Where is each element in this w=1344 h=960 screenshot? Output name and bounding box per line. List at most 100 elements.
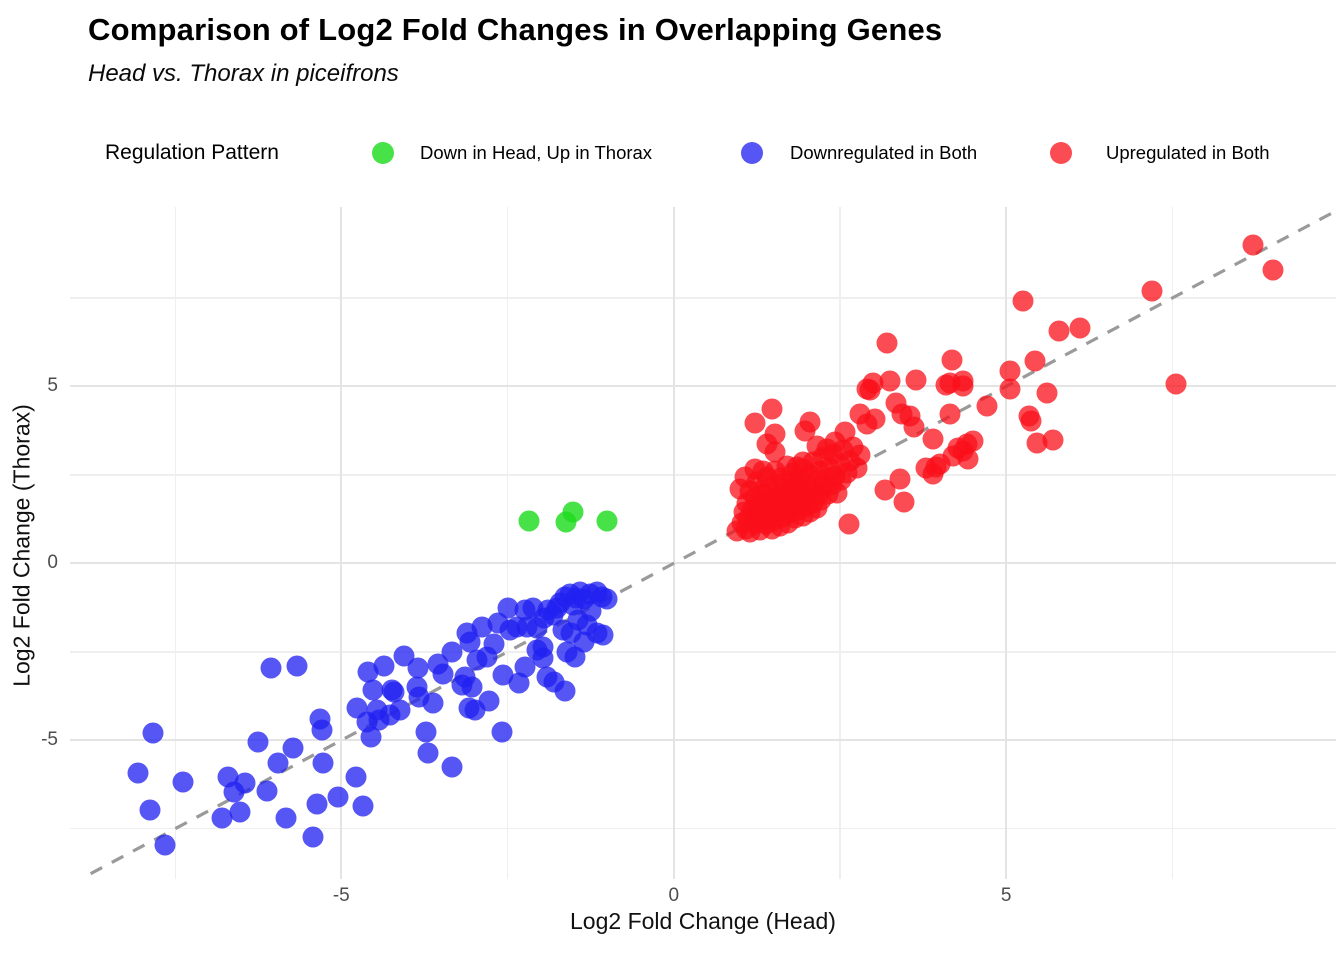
data-point (422, 692, 444, 714)
data-point (311, 719, 333, 741)
legend-item-label: Upregulated in Both (1106, 142, 1270, 163)
data-point (478, 690, 500, 712)
data-point (1242, 234, 1264, 255)
data-point (267, 752, 289, 774)
data-point (417, 742, 439, 764)
data-point (275, 807, 297, 829)
data-point (260, 657, 282, 679)
data-point (172, 771, 194, 793)
data-point (491, 721, 513, 743)
data-point (497, 597, 518, 619)
data-point (744, 412, 766, 434)
data-point (127, 762, 149, 784)
data-point (939, 403, 961, 425)
legend-key-dot (741, 142, 763, 164)
data-point (432, 663, 454, 685)
data-point (229, 801, 251, 823)
data-point (360, 726, 382, 748)
data-point (362, 679, 384, 701)
gridline-x-minor (174, 207, 176, 879)
data-point (889, 468, 911, 490)
data-point (1026, 432, 1048, 454)
data-point (327, 786, 349, 808)
data-point (459, 631, 481, 653)
y-axis-title: Log2 Fold Change (Thorax) (8, 404, 35, 687)
data-point (415, 721, 437, 743)
data-point (142, 722, 164, 744)
data-point (999, 360, 1021, 382)
data-point (879, 370, 901, 392)
data-point (483, 633, 505, 655)
data-point (441, 641, 463, 663)
legend: Regulation Pattern Down in Head, Up in T… (0, 136, 1344, 170)
data-point (874, 479, 896, 501)
data-point (893, 491, 915, 513)
data-point (282, 737, 304, 759)
gridline-y-minor (70, 828, 1336, 830)
data-point (357, 661, 379, 683)
data-point (1048, 320, 1070, 342)
y-tick-label: 0 (47, 552, 58, 574)
data-point (799, 411, 821, 433)
gridline-y-major (70, 562, 1336, 565)
data-point (838, 513, 860, 535)
data-point (915, 457, 937, 479)
data-point (562, 501, 584, 523)
data-point (306, 793, 328, 815)
data-point (1069, 317, 1091, 339)
legend-item-label: Down in Head, Up in Thorax (420, 142, 653, 163)
data-point (1036, 382, 1058, 404)
data-point (903, 416, 925, 438)
data-point (302, 826, 324, 848)
y-tick-label: -5 (41, 729, 58, 751)
gridline-x-minor (839, 207, 841, 879)
data-point (1262, 259, 1284, 281)
data-point (471, 616, 493, 638)
data-point (441, 756, 463, 778)
data-point (1141, 280, 1163, 302)
data-point (154, 834, 176, 856)
data-point (352, 795, 374, 817)
data-point (256, 780, 278, 802)
data-point (514, 656, 536, 678)
data-point (752, 460, 774, 482)
data-point (1012, 290, 1034, 312)
gridline-y-major (70, 739, 1336, 742)
data-point (492, 664, 514, 686)
legend-key-dot (1050, 142, 1072, 164)
data-point (596, 588, 618, 610)
data-point (1024, 350, 1046, 372)
data-point (764, 441, 786, 463)
data-point (139, 799, 161, 821)
data-point (234, 772, 256, 794)
data-point (761, 398, 783, 420)
data-point (345, 766, 367, 788)
data-point (941, 349, 963, 371)
data-point (211, 807, 233, 829)
gridline-y-minor (70, 651, 1336, 653)
data-point (407, 657, 429, 679)
data-point (383, 681, 405, 703)
data-point (389, 699, 411, 721)
data-point (286, 655, 308, 677)
data-point (596, 510, 618, 532)
x-tick-label: 5 (1000, 885, 1012, 906)
plot-panel (70, 207, 1336, 879)
data-point (312, 752, 334, 774)
data-point (876, 332, 898, 354)
data-point (518, 510, 540, 532)
x-axis-title: Log2 Fold Change (Head) (570, 908, 836, 934)
y-tick-label: 5 (47, 375, 58, 397)
data-point (764, 423, 786, 445)
data-point (1020, 410, 1042, 432)
data-point (849, 444, 871, 466)
chart-title: Comparison of Log2 Fold Changes in Overl… (88, 12, 943, 47)
data-point (952, 370, 974, 392)
data-point (532, 647, 554, 669)
data-point (922, 428, 944, 450)
gridline-y-minor (70, 474, 1336, 476)
legend-key-dot (372, 142, 394, 164)
data-point (905, 369, 927, 391)
data-point (247, 731, 268, 753)
data-point (957, 448, 979, 470)
